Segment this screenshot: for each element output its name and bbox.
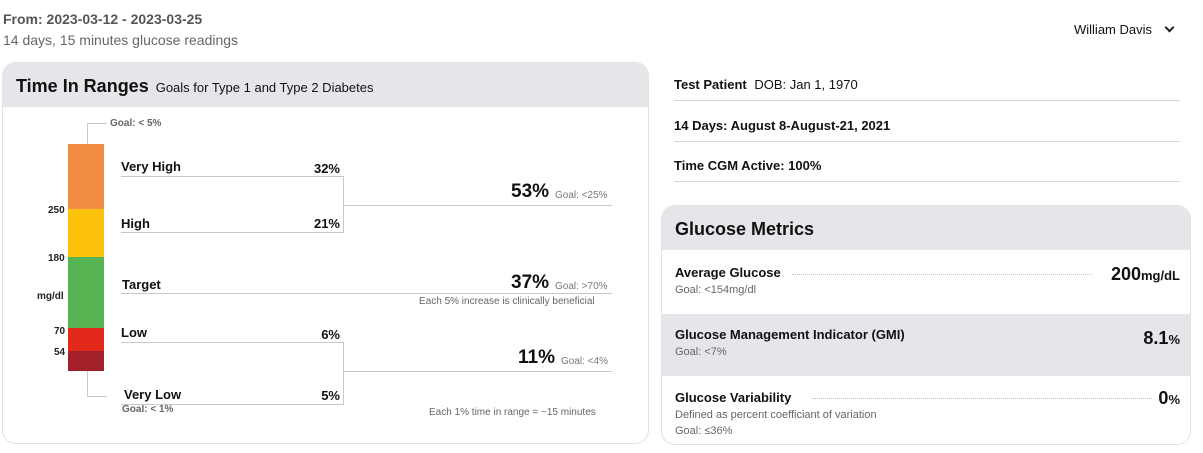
line-low: [121, 342, 343, 343]
patient-dob: DOB: Jan 1, 1970: [754, 77, 858, 92]
metric-value: 8.1%: [1143, 328, 1180, 349]
label-low: Low: [121, 325, 147, 340]
glucose-metrics-title: Glucose Metrics: [662, 206, 1190, 250]
metric-name: Average Glucose: [675, 265, 781, 280]
line-very-low: [121, 404, 343, 405]
tir-chart: Goal: < 5% 250 180 mg/dl 70 54 Goal: < 1…: [3, 107, 648, 443]
bottom-goal-tick: [87, 396, 107, 397]
pct-high: 21%: [313, 216, 340, 231]
metric-average-glucose: Average Glucose Goal: <154mg/dl 200mg/dL: [662, 250, 1190, 312]
metric-name: Glucose Management Indicator (GMI): [675, 327, 905, 342]
value-number: 8.1: [1143, 328, 1169, 348]
threshold-180: 180: [48, 253, 65, 264]
threshold-54: 54: [54, 347, 66, 358]
threshold-unit: mg/dl: [37, 291, 64, 302]
bar-high: [68, 209, 104, 257]
target-note: Each 5% increase is clinically beneficia…: [419, 296, 595, 307]
time-in-range-note: Each 1% time in range = ~15 minutes: [429, 407, 596, 418]
pct-low: 6%: [321, 327, 340, 342]
value-number: 0: [1158, 388, 1169, 408]
bar-low: [68, 328, 104, 351]
cgm-row: Time CGM Active: 100%: [674, 158, 1180, 182]
label-target: Target: [122, 277, 161, 292]
readings-subtitle: 14 days, 15 minutes glucose readings: [3, 32, 239, 48]
glucose-metrics-card: Glucose Metrics Average Glucose Goal: <1…: [661, 205, 1191, 445]
dotted-leader: [812, 398, 1152, 399]
metric-goal: Goal: <154mg/dl: [675, 284, 757, 296]
report-period: 14 Days: August 8-August-21, 2021: [674, 118, 891, 133]
tir-subtitle: Goals for Type 1 and Type 2 Diabetes: [155, 80, 374, 95]
metric-goal: Goal: ≤36%: [675, 425, 733, 437]
bar-very-high: [68, 144, 104, 209]
value-unit: %: [1168, 332, 1180, 347]
label-very-low: Very Low: [124, 387, 182, 402]
value-unit: mg/dL: [1141, 268, 1180, 283]
bar-target: [68, 257, 104, 328]
target-goal: Goal: >70%: [555, 281, 608, 292]
below-range-pct: 11%: [518, 347, 555, 368]
metric-goal: Goal: <7%: [675, 346, 727, 358]
top-goal-connector: [87, 123, 88, 144]
user-menu-dropdown[interactable]: William Davis: [1074, 22, 1175, 37]
metric-value: 0%: [1158, 388, 1180, 409]
cgm-active: Time CGM Active: 100%: [674, 158, 822, 173]
metric-value: 200mg/dL: [1111, 264, 1180, 285]
label-high: High: [121, 216, 150, 231]
top-goal-tick: [87, 123, 107, 124]
label-very-high: Very High: [121, 159, 181, 174]
above-range-goal: Goal: <25%: [555, 190, 608, 201]
line-very-high: [121, 176, 343, 177]
bar-very-low: [68, 351, 104, 371]
threshold-250: 250: [48, 205, 65, 216]
patient-name: Test Patient: [674, 77, 747, 92]
bracket-above: [343, 176, 344, 233]
value-number: 200: [1110, 264, 1141, 284]
dotted-leader: [792, 274, 1092, 275]
bracket-below: [343, 342, 344, 405]
period-row: 14 Days: August 8-August-21, 2021: [674, 118, 1180, 142]
target-pct: 37%: [511, 272, 550, 293]
pct-very-high: 32%: [313, 161, 340, 176]
patient-row: Test Patient DOB: Jan 1, 1970: [674, 77, 1180, 101]
metric-description: Defined as percent coefficiant of variat…: [675, 409, 877, 421]
time-in-ranges-card: Time In Ranges Goals for Type 1 and Type…: [2, 62, 649, 444]
metric-glucose-variability: Glucose Variability Defined as percent c…: [662, 378, 1190, 444]
below-range-goal: Goal: <4%: [561, 356, 608, 367]
tir-title: Time In Ranges: [16, 76, 149, 96]
metric-gmi: Glucose Management Indicator (GMI) Goal:…: [662, 314, 1190, 376]
metric-name: Glucose Variability: [675, 390, 792, 405]
time-in-ranges-header: Time In Ranges Goals for Type 1 and Type…: [3, 63, 648, 107]
date-range-title: From: 2023-03-12 - 2023-03-25: [3, 11, 203, 27]
pct-very-low: 5%: [321, 388, 340, 403]
bottom-goal-connector: [87, 371, 88, 396]
line-high: [121, 232, 343, 233]
goal-very-high: Goal: < 5%: [110, 118, 162, 129]
threshold-70: 70: [54, 326, 66, 337]
line-target: [121, 293, 612, 294]
goal-very-low: Goal: < 1%: [122, 404, 174, 415]
user-name: William Davis: [1074, 22, 1152, 37]
above-range-pct: 53%: [511, 181, 550, 202]
line-above-summary: [343, 205, 612, 206]
line-below-summary: [343, 371, 612, 372]
value-unit: %: [1168, 392, 1180, 407]
chevron-down-icon: [1164, 22, 1175, 33]
